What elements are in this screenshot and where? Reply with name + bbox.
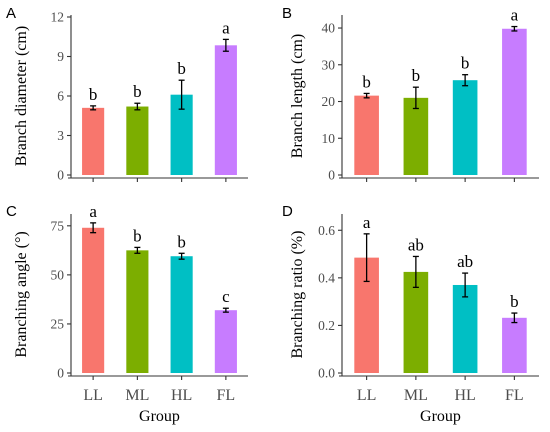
y-tick-label: 10	[322, 131, 336, 146]
y-tick-label: 0	[57, 168, 64, 183]
bar-hl	[452, 80, 478, 175]
x-tick-label: HL	[454, 387, 475, 404]
significance-label: c	[222, 287, 230, 306]
y-tick-label: 30	[322, 57, 336, 72]
bar-ml	[403, 271, 429, 373]
error-bar-hl	[178, 252, 185, 260]
y-tick-label: 50	[51, 267, 65, 282]
y-tick-label: 40	[322, 21, 336, 36]
error-bar-ll	[363, 92, 370, 99]
panel-letter: B	[282, 5, 292, 22]
x-tick-label: LL	[357, 387, 377, 404]
bar-ll	[82, 227, 105, 373]
significance-label: a	[222, 18, 230, 37]
x-tick-label: ML	[404, 387, 428, 404]
y-tick-label: 12	[51, 10, 65, 25]
significance-label: b	[510, 292, 519, 311]
y-axis-title: Branching ratio (%)	[289, 231, 306, 359]
bar-ml	[126, 106, 149, 175]
error-bar-hl	[462, 272, 469, 298]
y-tick-label: 20	[322, 94, 336, 109]
error-bar-hl	[178, 79, 185, 110]
bar-hl	[452, 284, 478, 373]
y-tick-label: 25	[51, 316, 65, 331]
significance-label: a	[363, 213, 371, 232]
bar-hl	[170, 256, 193, 373]
y-tick-label: 0	[57, 366, 64, 381]
significance-label: ab	[408, 235, 424, 254]
y-axis-title: Branch length (cm)	[289, 34, 306, 158]
bar-hl	[170, 94, 193, 175]
y-tick-label: 0	[328, 168, 335, 183]
x-tick-label: FL	[505, 387, 524, 404]
significance-label: b	[89, 85, 98, 104]
error-bar-ml	[134, 102, 141, 111]
significance-label: b	[177, 59, 186, 78]
y-tick-label: 0.2	[318, 318, 335, 333]
y-tick-label: 0.4	[318, 270, 335, 285]
significance-label: a	[511, 6, 519, 25]
y-axis-title: Branching angle (°)	[13, 231, 30, 357]
significance-label: b	[412, 66, 421, 85]
y-axis-title: Branch diameter (cm)	[13, 26, 30, 166]
y-tick-label: 6	[57, 89, 64, 104]
error-bar-ll	[363, 233, 370, 283]
bar-fl	[502, 317, 527, 373]
error-bar-ml	[412, 255, 419, 289]
panel-letter: C	[6, 203, 17, 220]
y-tick-label: 9	[57, 49, 64, 64]
error-bar-ll	[90, 222, 97, 234]
error-bar-ml	[412, 86, 419, 110]
bar-ml	[126, 250, 149, 373]
significance-label: b	[133, 82, 142, 101]
panel-letter: A	[6, 5, 16, 22]
significance-label: b	[461, 54, 470, 73]
bar-fl	[502, 28, 527, 176]
bar-fl	[214, 310, 237, 373]
significance-label: b	[362, 72, 371, 91]
panel-d: Da ab ab b 0.0 0.2 0.4 0.6 LL ML HL FL Branching rat…	[282, 203, 539, 425]
x-axis-title: Group	[139, 408, 180, 425]
error-bar-fl	[222, 307, 229, 313]
bar-ll	[82, 107, 105, 175]
x-tick-label: LL	[83, 387, 103, 404]
x-tick-label: HL	[171, 387, 192, 404]
panel-letter: D	[282, 203, 293, 220]
panel-b: Bb b b a 0 10 20 30 40 Branch length (cm)	[282, 5, 539, 183]
error-bar-fl	[511, 312, 518, 324]
error-bar-hl	[462, 74, 469, 87]
x-tick-label: FL	[217, 387, 236, 404]
bar-fl	[214, 45, 237, 175]
x-axis-title: Group	[420, 408, 461, 425]
bar-ml	[403, 97, 429, 175]
y-tick-label: 0.6	[318, 223, 335, 238]
error-bar-fl	[222, 38, 229, 52]
bar-ll	[354, 95, 379, 175]
panel-a: Ab b b a 0 3 6 9 12 Branch diameter (cm)	[6, 5, 248, 183]
significance-label: b	[177, 232, 186, 251]
significance-label: ab	[457, 252, 473, 271]
error-bar-fl	[511, 25, 518, 32]
y-tick-label: 3	[57, 128, 64, 143]
y-tick-label: 0.0	[318, 366, 335, 381]
significance-label: b	[133, 226, 142, 245]
significance-label: a	[89, 202, 97, 221]
error-bar-ll	[90, 105, 97, 111]
y-tick-label: 75	[51, 218, 65, 233]
error-bar-ml	[134, 246, 141, 254]
x-tick-label: ML	[125, 387, 149, 404]
